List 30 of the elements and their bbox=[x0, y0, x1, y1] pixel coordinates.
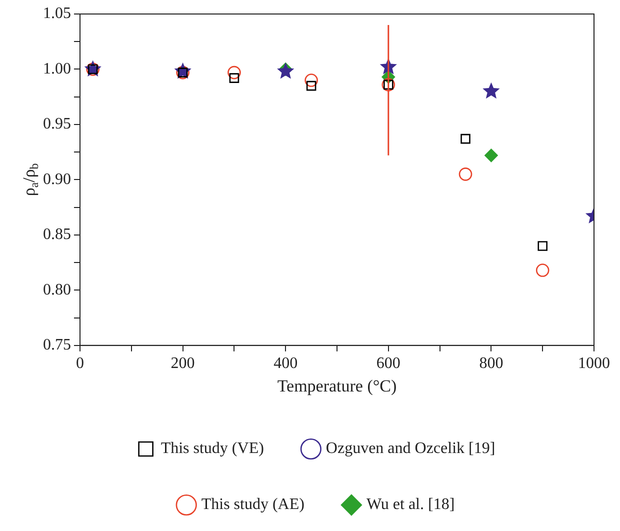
point bbox=[538, 241, 548, 251]
y-tick-label: 0.80 bbox=[43, 281, 71, 298]
point bbox=[484, 148, 498, 162]
y-tick-label: 0.85 bbox=[43, 226, 71, 244]
x-axis-title: Temperature (°C) bbox=[277, 376, 397, 396]
y-tick-label: 0.90 bbox=[43, 170, 71, 188]
x-tick-label: 800 bbox=[479, 355, 504, 372]
point bbox=[536, 264, 550, 277]
legend-label: Ozguven and Ozcelik [19] bbox=[326, 440, 496, 458]
y-tick-label: 0.95 bbox=[43, 116, 71, 133]
x-tick-label: 1000 bbox=[578, 355, 610, 372]
x-tick-label: 200 bbox=[170, 355, 195, 372]
legend-label: This study (VE) bbox=[160, 440, 264, 458]
point bbox=[229, 73, 240, 83]
point bbox=[306, 80, 316, 91]
y-tick-label: 1.00 bbox=[43, 60, 71, 78]
point bbox=[460, 134, 470, 144]
legend-label: Wu et al. [18] bbox=[366, 496, 455, 514]
y-axis-title: ρa/ρb bbox=[19, 163, 42, 196]
y-tick-label: 1.05 bbox=[43, 5, 71, 22]
point bbox=[228, 66, 241, 80]
legend-label: This study (AE) bbox=[201, 496, 304, 514]
x-tick-label: 400 bbox=[274, 355, 298, 372]
point bbox=[304, 74, 318, 87]
x-tick-label: 600 bbox=[376, 355, 400, 372]
point bbox=[277, 62, 294, 79]
text: 0.75 bbox=[43, 336, 71, 354]
point bbox=[482, 82, 500, 99]
point bbox=[458, 168, 472, 181]
x-tick-label: 0 bbox=[76, 355, 84, 372]
